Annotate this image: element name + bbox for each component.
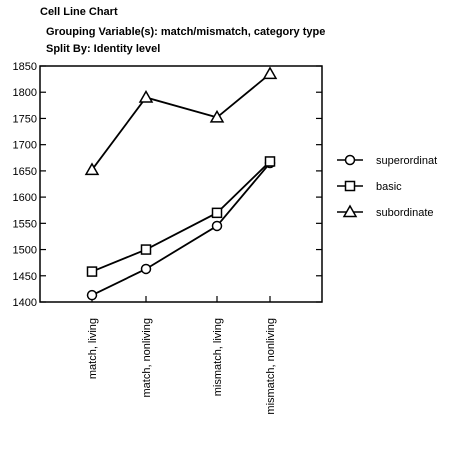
- legend-item-basic: basic: [337, 180, 402, 193]
- legend: superordinat basic subordinate: [337, 154, 437, 219]
- legend-label: superordinat: [376, 155, 437, 167]
- marker-circle: [344, 154, 356, 166]
- marker-circle: [86, 289, 98, 301]
- chart-title: Cell Line Chart: [40, 6, 118, 18]
- series-line: [91, 73, 271, 171]
- y-tick-label: 1800: [13, 87, 37, 99]
- legend-item-superordinat: superordinat: [337, 154, 437, 167]
- legend-label: subordinate: [376, 207, 434, 219]
- series-line: [91, 162, 271, 296]
- x-tick-label: mismatch, living: [212, 318, 224, 396]
- split-by-label: Split By: Identity level: [46, 43, 161, 55]
- marker-square: [264, 156, 276, 167]
- marker-square: [211, 207, 223, 219]
- x-tick-labels: match, living match, nonliving mismatch, l…: [87, 296, 277, 415]
- chart-axes: [39, 65, 323, 303]
- series-line: [91, 160, 271, 273]
- x-tick-label: match, nonliving: [141, 318, 153, 398]
- y-tick-label: 1600: [13, 192, 37, 204]
- marker-triangle: [342, 204, 358, 218]
- marker-square: [344, 180, 356, 192]
- legend-label: basic: [376, 181, 402, 193]
- marker-triangle: [209, 109, 225, 123]
- marker-triangle: [262, 66, 278, 80]
- marker-square: [140, 244, 152, 255]
- y-tick-label: 1400: [13, 297, 37, 309]
- y-tick-label: 1650: [13, 166, 37, 178]
- marker-triangle: [138, 89, 154, 103]
- y-tick-label: 1500: [13, 245, 37, 257]
- series-group: [84, 66, 278, 301]
- y-tick-label: 1750: [13, 113, 37, 125]
- marker-square: [86, 266, 98, 277]
- x-tick-label: mismatch, nonliving: [265, 318, 277, 415]
- grouping-variable-label: Grouping Variable(s): match/mismatch, ca…: [46, 26, 326, 38]
- series-superordinat: [86, 157, 276, 301]
- y-tick-label: 1850: [13, 61, 37, 73]
- marker-circle: [140, 263, 152, 275]
- series-basic: [86, 156, 276, 277]
- y-tick-label: 1450: [13, 271, 37, 283]
- x-tick-label: match, living: [87, 318, 99, 379]
- y-ticks: 1400 1450 1500 1550 1600 1650 1700 1750 1800 1850: [13, 61, 322, 309]
- y-tick-label: 1550: [13, 218, 37, 230]
- marker-triangle: [84, 162, 100, 176]
- legend-item-subordinate: subordinate: [337, 204, 434, 219]
- series-subordinate: [84, 66, 278, 176]
- plot-frame: [39, 65, 323, 303]
- marker-circle: [211, 220, 223, 232]
- y-tick-label: 1700: [13, 140, 37, 152]
